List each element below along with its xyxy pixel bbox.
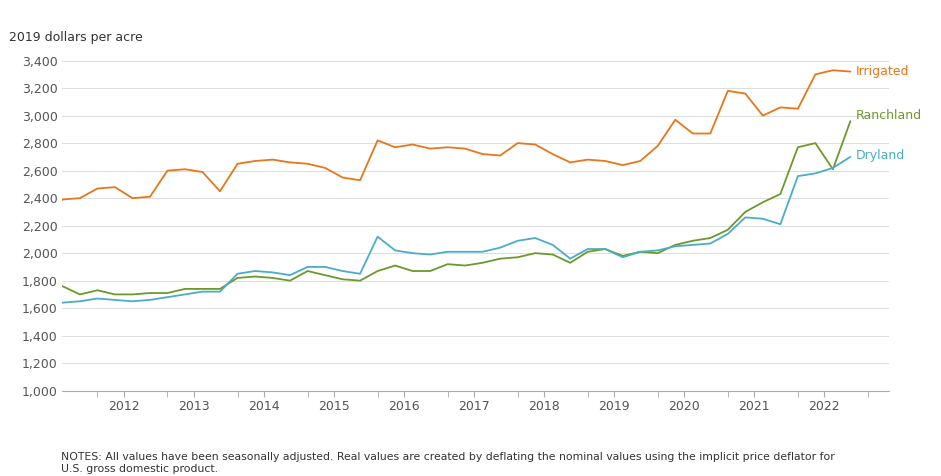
Text: Dryland: Dryland: [856, 149, 905, 162]
Text: Irrigated: Irrigated: [856, 65, 910, 78]
Text: Ranchland: Ranchland: [856, 109, 922, 122]
Text: 2019 dollars per acre: 2019 dollars per acre: [8, 31, 142, 44]
Text: NOTES: All values have been seasonally adjusted. Real values are created by defl: NOTES: All values have been seasonally a…: [61, 452, 835, 474]
